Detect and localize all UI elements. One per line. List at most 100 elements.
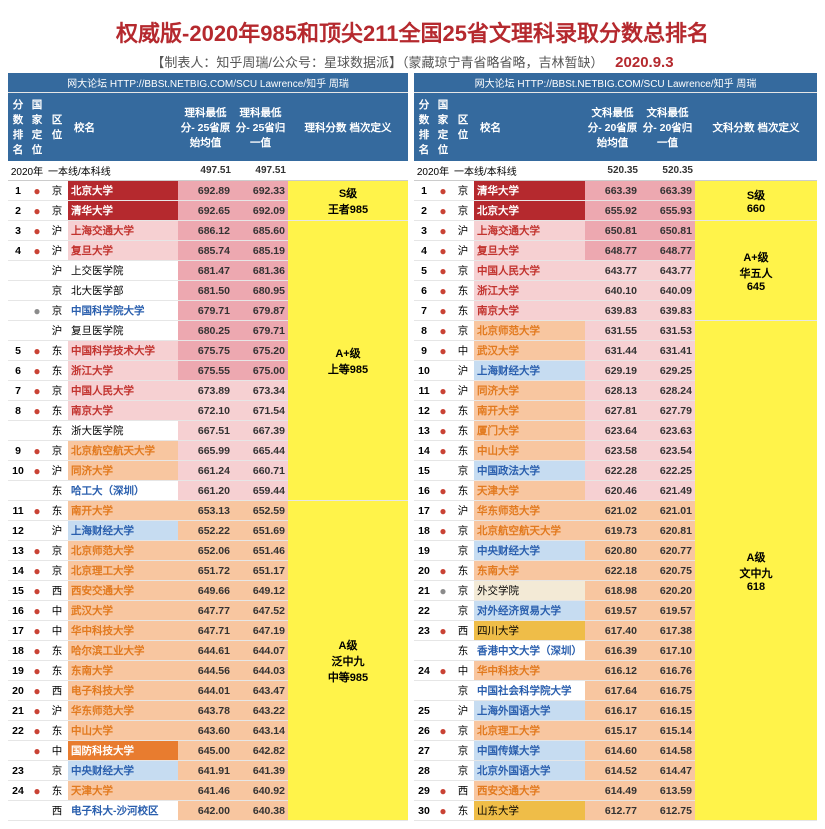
dot-icon: ● — [434, 181, 452, 201]
cell-v1: 642.00 — [178, 801, 233, 821]
cell-region: 西 — [46, 581, 68, 601]
dot-icon: ● — [28, 241, 46, 261]
hdr-pos: 国家定位 — [434, 93, 452, 162]
cell-rank: 22 — [414, 601, 434, 621]
subtitle-text: 【制表人：知乎周瑞/公众号：星球数据派】（蒙藏琼宁青省略省略，吉林暂缺） — [151, 55, 603, 70]
cell-school: 西安交通大学 — [474, 781, 585, 801]
dot-icon: ● — [28, 601, 46, 621]
cell-v2: 620.75 — [640, 561, 695, 581]
dot-icon: ● — [434, 381, 452, 401]
cell-school: 西安交通大学 — [68, 581, 178, 601]
cell-school: 中山大学 — [474, 441, 585, 461]
cell-rank: 26 — [414, 721, 434, 741]
cell-v1: 643.77 — [585, 261, 640, 281]
cell-school: 哈工大（深圳） — [68, 481, 178, 501]
dot-icon: ● — [434, 401, 452, 421]
dot-icon: ● — [28, 701, 46, 721]
cell-region: 东 — [452, 641, 474, 661]
cell-rank: 16 — [8, 601, 28, 621]
dot-icon: ● — [28, 501, 46, 521]
cell-school: 武汉大学 — [474, 341, 585, 361]
cell-school: 上海财经大学 — [68, 521, 178, 541]
dot-icon: ● — [434, 281, 452, 301]
cell-region: 京 — [46, 201, 68, 221]
dot-icon — [434, 361, 452, 381]
dot-icon: ● — [434, 621, 452, 641]
cell-rank: 7 — [414, 301, 434, 321]
dot-icon: ● — [28, 541, 46, 561]
dot-icon: ● — [28, 621, 46, 641]
dot-icon — [28, 801, 46, 821]
cell-region: 西 — [46, 801, 68, 821]
cell-v1: 663.39 — [585, 181, 640, 201]
cell-school: 北京师范大学 — [474, 321, 585, 341]
cell-v2: 643.77 — [640, 261, 695, 281]
cell-v2: 615.14 — [640, 721, 695, 741]
cell-v2: 681.36 — [233, 261, 288, 281]
cell-region: 沪 — [46, 701, 68, 721]
cell-v2: 614.47 — [640, 761, 695, 781]
cell-v2: 620.20 — [640, 581, 695, 601]
cell-v1: 622.18 — [585, 561, 640, 581]
cell-region: 沪 — [46, 261, 68, 281]
page-title: 权威版-2020年985和顶尖211全国25省文理科录取分数总排名 — [8, 16, 817, 48]
cell-school: 华东师范大学 — [474, 501, 585, 521]
cell-v2: 640.09 — [640, 281, 695, 301]
cell-v1: 651.72 — [178, 561, 233, 581]
cell-v2: 644.03 — [233, 661, 288, 681]
dot-icon — [28, 321, 46, 341]
sub-year: 2020年 — [8, 161, 46, 181]
cell-v2: 663.39 — [640, 181, 695, 201]
table-row: 1●京清华大学663.39663.39S级660 — [414, 181, 817, 201]
dot-icon: ● — [28, 721, 46, 741]
cell-v2: 655.93 — [640, 201, 695, 221]
cell-region: 沪 — [46, 461, 68, 481]
cell-school: 复旦医学院 — [68, 321, 178, 341]
cell-v2: 671.54 — [233, 401, 288, 421]
cell-school: 中国人民大学 — [68, 381, 178, 401]
dot-icon: ● — [434, 581, 452, 601]
dot-icon — [28, 481, 46, 501]
cell-v1: 631.55 — [585, 321, 640, 341]
cell-school: 东南大学 — [68, 661, 178, 681]
cell-v2: 647.19 — [233, 621, 288, 641]
dot-icon: ● — [28, 641, 46, 661]
cell-school: 中山大学 — [68, 721, 178, 741]
cell-rank: 16 — [414, 481, 434, 501]
cell-school: 清华大学 — [474, 181, 585, 201]
cell-v2: 616.15 — [640, 701, 695, 721]
cell-rank — [414, 681, 434, 701]
cell-school: 电子科技大学 — [68, 681, 178, 701]
dot-icon — [434, 681, 452, 701]
cell-school: 哈尔滨工业大学 — [68, 641, 178, 661]
cell-v2: 679.87 — [233, 301, 288, 321]
cell-v1: 680.25 — [178, 321, 233, 341]
cell-v2: 631.53 — [640, 321, 695, 341]
cell-v2: 623.54 — [640, 441, 695, 461]
cell-rank: 10 — [8, 461, 28, 481]
cell-region: 东 — [452, 561, 474, 581]
cell-region: 中 — [452, 341, 474, 361]
cell-v2: 619.57 — [640, 601, 695, 621]
cell-school: 天津大学 — [68, 781, 178, 801]
cell-v1: 619.73 — [585, 521, 640, 541]
cell-region: 西 — [452, 781, 474, 801]
dot-icon: ● — [28, 741, 46, 761]
cell-rank: 6 — [414, 281, 434, 301]
dot-icon: ● — [434, 261, 452, 281]
cell-v2: 621.49 — [640, 481, 695, 501]
dot-icon — [28, 521, 46, 541]
hdr-v2: 文科最低分- 20省归一值 — [640, 93, 695, 162]
cell-rank: 17 — [414, 501, 434, 521]
cell-v2: 614.58 — [640, 741, 695, 761]
cell-v2: 613.59 — [640, 781, 695, 801]
dot-icon: ● — [434, 561, 452, 581]
cell-region: 京 — [46, 281, 68, 301]
cell-school: 东南大学 — [474, 561, 585, 581]
cell-region: 东 — [452, 441, 474, 461]
dot-icon: ● — [28, 341, 46, 361]
cell-v2: 622.25 — [640, 461, 695, 481]
cell-v2: 685.60 — [233, 221, 288, 241]
table-row: 3●沪上海交通大学650.81650.81A+级华五人645 — [414, 221, 817, 241]
cell-region: 沪 — [452, 361, 474, 381]
